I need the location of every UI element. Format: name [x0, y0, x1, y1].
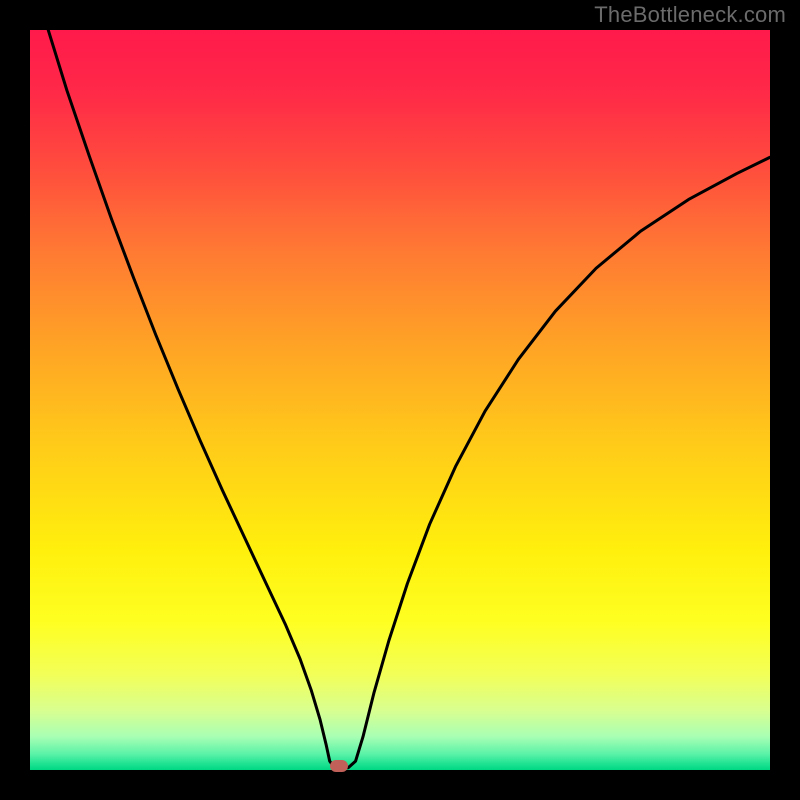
plot-frame — [30, 30, 770, 770]
optimal-point-marker — [330, 760, 348, 772]
watermark-text: TheBottleneck.com — [594, 2, 786, 28]
gradient-background — [30, 30, 770, 770]
